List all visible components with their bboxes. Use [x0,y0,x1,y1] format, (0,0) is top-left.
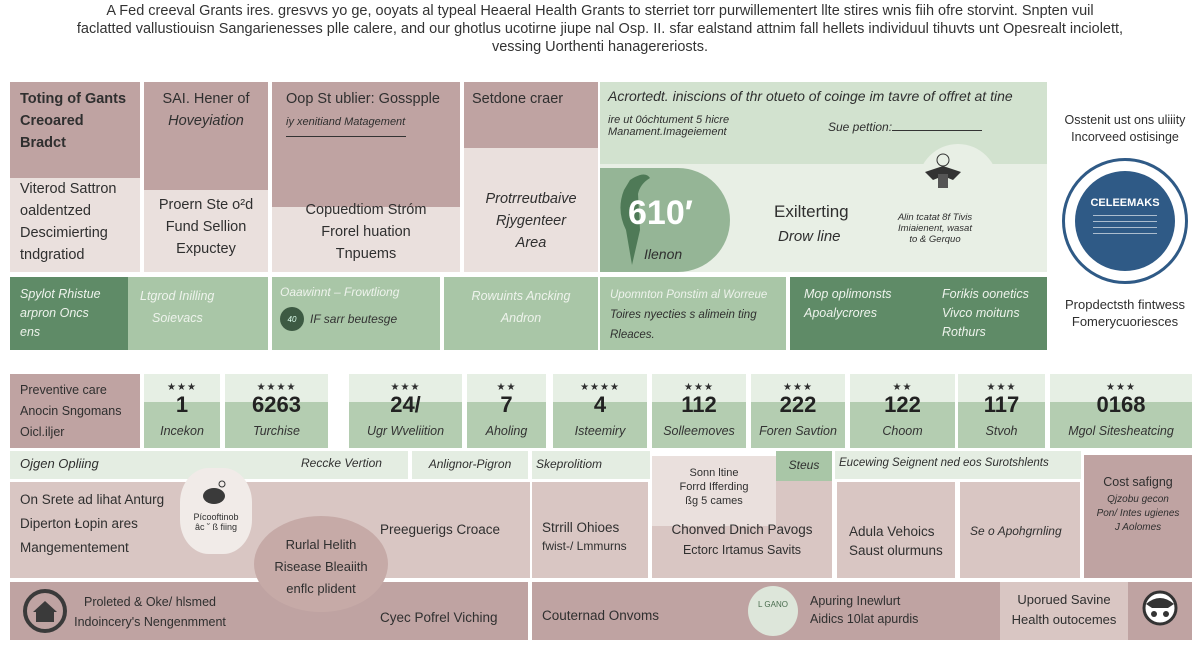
stat-label: Ugr Wveliition [366,424,445,438]
card-2: SAI. Hener of Hoveyiation Proern Ste o²d F… [144,82,268,272]
stat-label: Incekon [160,424,204,438]
card-3-body: Copuedtiom Stróm Frorel huation Tnpuems [305,202,427,262]
bubble: Pícooftinob âc ˘ ß fiing [180,468,252,554]
bottom-card-3: Uporued Savine Health outocemes [1000,582,1128,640]
strip-d: Skeprolitiom [532,451,650,479]
right-bottom-text: Propdectsth fintwess Fomerycuoriesces [1065,297,1185,329]
stat-label: Stvoh [985,424,1018,438]
feature-panel: Acrortedt. iniscions of thr otueto of co… [600,82,1047,272]
stat-card: ★★ 122 Choom [850,374,955,448]
green-card-3: Oaawinnt – Frowtliong 40 IF sarr beutesge [272,277,440,350]
stat-card: ★★★★ 6263 Turchise [225,374,328,448]
card-1-body: Viterod Sattron oaldentzed Descimierting tn… [20,181,117,263]
rating-stars: ★★★ [986,382,1017,393]
stat-card: ★★ 7 Aholing [467,374,546,448]
stat-label: Choom [882,424,923,438]
stat-value: 122 [884,392,921,417]
intro-line-3: vessing Uorthenti hanagereriosts. [491,39,708,55]
mid-card-6: Se o Apohgrnling [960,482,1080,578]
house-icon [23,589,67,633]
seal-badge: CELEEMAKS [1062,158,1188,284]
strip-c: Anlignor-Pigron [412,451,528,479]
stat-value: 4 [593,392,607,417]
stat-card: ★★★ 222 Foren Savtion [751,374,845,448]
strip-e: Steus [776,451,832,481]
stat-value: 7 [500,392,513,417]
face-icon [1142,590,1178,626]
stat-value: 0168 [1096,392,1146,417]
mid-card-7: Cost safigng Qjzobu gecon Pon/ Intes ugien… [1084,455,1192,578]
intro-line-1: A Fed creeval Grants ires. gresvvs yo ge… [106,3,1094,19]
stat-card: ★★★ 0168 Mgol Sitesheatcing [1050,374,1192,448]
bottom-card-4 [1128,582,1192,640]
card-4: Setdone craer Protrreutbaive Rjygenteer Ar… [464,82,598,272]
rating-stars: ★★★ [167,382,197,393]
stat-card: ★★★ 117 Stvoh [958,374,1045,448]
rating-stars: ★★★ [783,382,813,393]
pot-icon [203,480,226,504]
stat-value: 117 [983,392,1020,417]
gauge-icon: 40 [280,307,304,331]
strip-f: Eucewing Seignent ned eos Surotshlents [835,451,1081,479]
card-2-body: Proern Ste o²d Fund Sellion Expuctey [158,197,254,257]
green-card-1: Spylot Rhistue arpron Oncs ens [10,277,128,350]
card-1-head: Toting of Gants Creoared Bradct [20,91,127,151]
stat-value: 24/ [390,392,421,417]
stat-circle: 610′ Ilenon [600,168,730,272]
green-card-4: Rowuints Ancking Andron [444,277,598,350]
rating-stars: ★★★ [684,382,714,393]
stat-card: ★★★ 112 Solleemoves [652,374,746,448]
stat-value: 6263 [252,392,301,417]
card-3: Oop St ublier: Gosspple iy xenitiand Mata… [272,82,460,272]
figure-icon [620,174,650,265]
green-card-2: Ltgrod Inilling Soievacs [128,277,268,350]
rating-stars: ★★★★ [256,382,297,393]
card-1: Toting of Gants Creoared Bradct Viterod Sa… [10,82,140,272]
stat-label: Mgol Sitesheatcing [1068,424,1174,438]
card-4-body: Protrreutbaive Rjygenteer Area [485,191,577,251]
rating-stars: ★★ [892,382,913,393]
stat-card: ★★★★ 4 Isteemiry [553,374,647,448]
logo-badge: L GANO [748,586,798,636]
signature-line: Sue pettion: [828,120,983,134]
mid-card-5: Adula Vehoics Saust olurmuns [837,482,955,578]
green-card-5: Upomnton Ponstim al Worreue Toires nyecti… [600,277,786,350]
green-card-6: Mop oplimonsts Apoalycrores Forikis oonet… [790,277,1047,350]
rural-health-blob: Rurlal Helith Risease Bleaiith enflc plide… [254,516,388,612]
intro-line-2: faclatted vallustiouisn Sangarienesses p… [76,21,1124,37]
stat-label: Turchise [252,424,300,438]
preventive-care-card: Preventive care Anocin Sngomans Oicl.iljer [10,374,140,448]
stat-value: 222 [779,392,817,417]
rating-stars: ★★★ [390,382,421,393]
mid-card-3: Strrill Ohioes fwist-/ Lmmurns [532,482,648,578]
stat-label: Isteemiry [574,424,626,438]
rating-stars: ★★★ [1106,382,1136,393]
right-top-text: Osstenit ust ons uliiity Incorveed ostisi… [1064,113,1186,144]
stat-value: 1 [175,392,189,417]
stat-value: 112 [681,392,717,417]
seal-caption: Alin tcatat 8f Tivis Imiaienent, wasat to … [897,212,973,245]
eagle-seal-icon [925,153,961,188]
rating-stars: ★★ [496,382,517,393]
rating-stars: ★★★★ [580,382,620,393]
stat-label: Aholing [485,424,528,438]
bottom-card-2: Couternad Onvoms L GANO Apuring Inewlurt… [532,582,1000,640]
stat-card: ★★★ 24/Ugr Wveliition [349,374,462,448]
stat-card: ★★★ 1 Incekon [144,374,220,448]
feature-title: Acrortedt. iniscions of thr otueto of co… [608,88,1013,104]
stat-label: Foren Savtion [759,424,837,438]
stat-label: Solleemoves [663,424,735,438]
